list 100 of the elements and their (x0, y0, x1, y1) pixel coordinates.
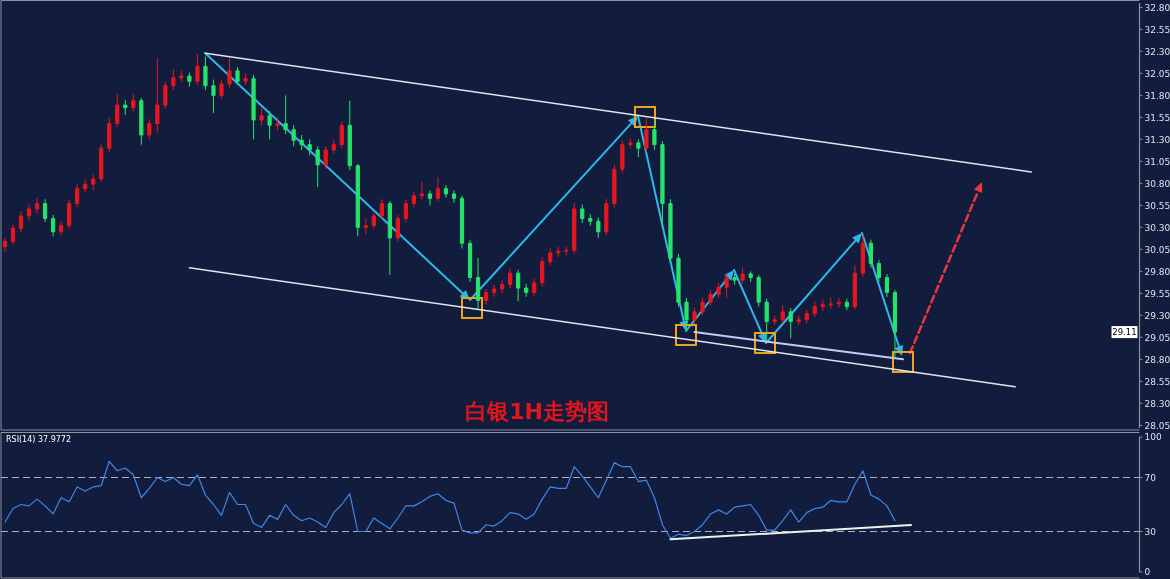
y-tick-label: 32.05 (1144, 68, 1170, 79)
candlestick (355, 163, 360, 237)
candlestick (660, 140, 665, 228)
y-tick-label: 28.55 (1144, 376, 1170, 387)
candlestick (267, 110, 272, 140)
candlestick (451, 189, 457, 204)
candlestick (419, 181, 425, 200)
candlestick (652, 119, 657, 151)
y-tick-label: 30 (1144, 526, 1157, 537)
candlestick (604, 198, 609, 236)
candlestick (2, 237, 8, 253)
candlestick (628, 138, 633, 149)
candlestick (684, 297, 689, 332)
candlestick (764, 298, 769, 341)
candlestick (812, 300, 817, 318)
y-tick-label: 31.80 (1144, 90, 1170, 101)
candlestick (796, 314, 801, 326)
candlestick (147, 118, 152, 140)
candlestick (195, 53, 200, 86)
candlestick (10, 224, 16, 246)
candlestick (403, 199, 408, 223)
candlestick (203, 56, 208, 91)
candlestick (179, 70, 184, 82)
candlestick (51, 214, 56, 237)
candlestick (524, 283, 529, 298)
candlestick (876, 259, 882, 283)
candlestick (644, 117, 649, 153)
candlestick (500, 279, 505, 294)
candlestick (75, 183, 80, 208)
text: 白银1H走势图 (465, 399, 609, 424)
candlestick (548, 248, 553, 266)
candlestick (532, 277, 537, 297)
candlestick (564, 246, 569, 257)
candlestick (884, 273, 890, 298)
candlestick (411, 191, 417, 208)
candlestick (588, 213, 593, 227)
candlestick (467, 239, 473, 283)
candlestick (99, 144, 104, 183)
candlestick (676, 253, 681, 308)
candlestick (83, 179, 88, 193)
candlestick (724, 272, 729, 299)
candlestick (227, 57, 232, 88)
candlestick (483, 288, 489, 306)
candlestick (395, 214, 400, 242)
candlestick (788, 307, 793, 339)
candlestick (508, 268, 513, 289)
y-tick-label: 29.80 (1144, 266, 1170, 277)
y-tick-label: 28.80 (1144, 354, 1170, 365)
annotation: 29.11 (1112, 327, 1137, 338)
y-tick-label: 29.05 (1144, 332, 1170, 343)
candlestick (34, 197, 40, 214)
candlestick (516, 269, 521, 302)
candlestick (852, 264, 857, 310)
candlestick (259, 107, 264, 126)
candlestick (219, 79, 224, 100)
candlestick (251, 74, 256, 140)
candlestick (540, 256, 545, 287)
candlestick (371, 211, 376, 230)
candlestick (347, 100, 352, 171)
candlestick (780, 304, 785, 324)
candlestick (339, 121, 344, 149)
candlestick (572, 202, 577, 255)
candlestick (692, 306, 697, 325)
y-tick-label: 30.05 (1144, 244, 1170, 255)
candlestick (307, 138, 312, 156)
candlestick (556, 246, 561, 258)
y-tick-label: 28.30 (1144, 398, 1170, 409)
candlestick (427, 189, 433, 206)
candlestick (123, 99, 128, 116)
candlestick (155, 57, 160, 133)
candlestick (740, 267, 745, 285)
candlestick (475, 257, 481, 310)
candlestick (756, 274, 761, 308)
candlestick (804, 309, 809, 324)
chart-title: RSI(14) 37.9772 (6, 435, 72, 444)
candlestick (331, 138, 336, 154)
y-tick-label: 31.55 (1144, 112, 1170, 123)
candlestick (820, 299, 825, 312)
y-tick-label: 32.80 (1144, 2, 1170, 13)
candlestick (620, 139, 625, 174)
y-tick-label: 70 (1144, 472, 1157, 483)
candlestick (491, 284, 497, 298)
candlestick (580, 204, 585, 224)
candlestick (211, 79, 216, 114)
candlestick (700, 297, 705, 316)
candlestick (59, 220, 64, 236)
candlestick (291, 124, 296, 147)
candlestick (107, 116, 112, 154)
candlestick (668, 198, 673, 264)
candlestick (67, 199, 72, 230)
candlestick (42, 198, 48, 223)
y-tick-label: 31.05 (1144, 156, 1170, 167)
candlestick (131, 93, 136, 112)
candlestick (299, 134, 304, 151)
y-tick-label: 32.55 (1144, 24, 1170, 35)
y-tick-label: 30.80 (1144, 178, 1170, 189)
candlestick (171, 68, 176, 91)
candlestick (187, 72, 192, 88)
y-tick-label: 100 (1144, 432, 1162, 443)
candlestick (708, 289, 713, 307)
